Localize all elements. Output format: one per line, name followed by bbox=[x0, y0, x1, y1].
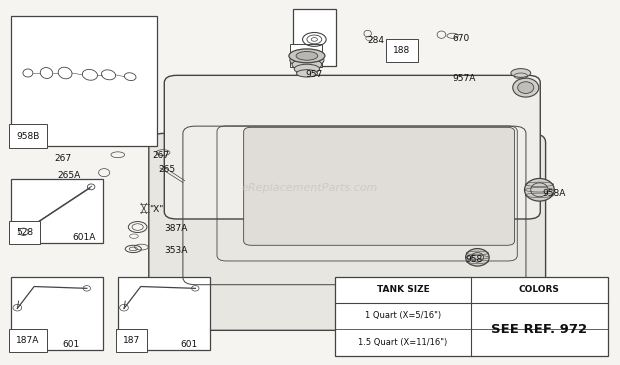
Bar bbox=[293, 9, 336, 66]
Bar bbox=[335, 277, 608, 356]
FancyBboxPatch shape bbox=[149, 133, 546, 330]
Text: 601: 601 bbox=[180, 341, 197, 349]
Ellipse shape bbox=[296, 51, 317, 60]
Text: eReplacementParts.com: eReplacementParts.com bbox=[242, 183, 378, 193]
FancyBboxPatch shape bbox=[244, 127, 515, 245]
Text: 284: 284 bbox=[367, 36, 384, 45]
Ellipse shape bbox=[513, 78, 539, 97]
Text: 1.5 Quart (X=11/16"): 1.5 Quart (X=11/16") bbox=[358, 338, 448, 347]
Text: 601: 601 bbox=[62, 341, 79, 349]
Text: TANK SIZE: TANK SIZE bbox=[376, 285, 430, 295]
Ellipse shape bbox=[525, 178, 554, 201]
Text: 187: 187 bbox=[123, 336, 140, 345]
Text: 958: 958 bbox=[465, 255, 482, 264]
Ellipse shape bbox=[296, 70, 317, 77]
Text: 265: 265 bbox=[158, 165, 175, 174]
Bar bbox=[11, 16, 157, 146]
Text: "X": "X" bbox=[149, 205, 163, 214]
Ellipse shape bbox=[466, 249, 489, 266]
Ellipse shape bbox=[290, 53, 324, 67]
Text: SEE REF. 972: SEE REF. 972 bbox=[491, 323, 588, 336]
Bar bbox=[13, 348, 14, 349]
Text: 267: 267 bbox=[54, 154, 71, 163]
Ellipse shape bbox=[289, 49, 325, 63]
Ellipse shape bbox=[292, 59, 322, 70]
Text: COLORS: COLORS bbox=[519, 285, 560, 295]
Ellipse shape bbox=[518, 82, 534, 93]
Bar bbox=[118, 277, 210, 350]
Ellipse shape bbox=[294, 64, 320, 74]
Text: 187A: 187A bbox=[16, 336, 40, 345]
Text: 265A: 265A bbox=[58, 171, 81, 180]
Text: 958A: 958A bbox=[542, 189, 566, 198]
Text: 957: 957 bbox=[305, 70, 322, 79]
Text: 957A: 957A bbox=[453, 74, 476, 83]
Text: 267: 267 bbox=[152, 151, 169, 160]
Text: 670: 670 bbox=[453, 34, 470, 43]
Bar bbox=[11, 277, 103, 350]
Text: 188: 188 bbox=[393, 46, 410, 55]
FancyBboxPatch shape bbox=[164, 75, 540, 219]
Text: 1 Quart (X=5/16"): 1 Quart (X=5/16") bbox=[365, 311, 441, 320]
Text: 972: 972 bbox=[298, 51, 315, 60]
Text: 387A: 387A bbox=[164, 224, 188, 233]
Bar bbox=[11, 179, 103, 243]
Text: 601A: 601A bbox=[73, 233, 96, 242]
Ellipse shape bbox=[511, 69, 531, 77]
Text: 958B: 958B bbox=[16, 131, 40, 141]
Text: 353A: 353A bbox=[164, 246, 188, 254]
Text: 528: 528 bbox=[16, 228, 33, 237]
